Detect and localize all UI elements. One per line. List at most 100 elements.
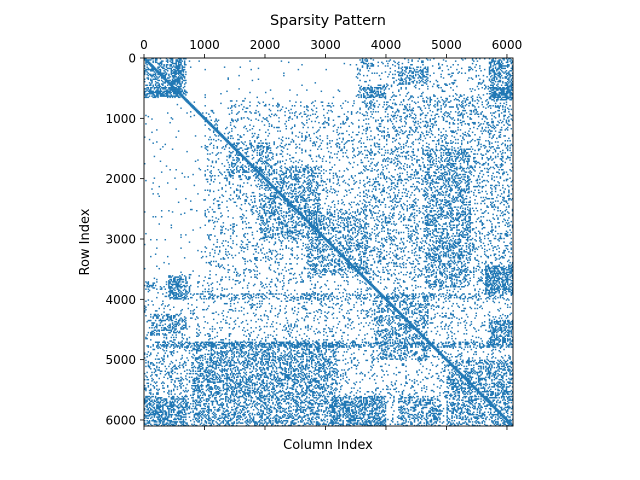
nonzero-marker xyxy=(477,86,478,87)
nonzero-marker xyxy=(497,156,498,157)
nonzero-marker xyxy=(364,170,365,171)
nonzero-marker xyxy=(284,111,285,112)
nonzero-marker xyxy=(301,116,302,117)
nonzero-marker xyxy=(392,153,393,154)
nonzero-marker xyxy=(282,106,283,107)
nonzero-marker xyxy=(457,120,458,121)
nonzero-marker xyxy=(215,140,216,141)
nonzero-marker xyxy=(479,179,480,180)
nonzero-marker xyxy=(358,97,359,98)
nonzero-marker xyxy=(449,83,450,84)
nonzero-marker xyxy=(159,80,160,81)
nonzero-marker xyxy=(342,181,343,182)
nonzero-marker xyxy=(425,107,426,108)
nonzero-marker xyxy=(260,146,261,147)
nonzero-marker xyxy=(211,180,212,181)
nonzero-marker xyxy=(405,71,406,72)
nonzero-marker xyxy=(345,152,346,153)
nonzero-marker xyxy=(391,97,392,98)
nonzero-marker xyxy=(373,65,374,66)
nonzero-marker xyxy=(304,174,305,175)
nonzero-marker xyxy=(404,74,405,75)
nonzero-marker xyxy=(329,181,330,182)
nonzero-marker xyxy=(501,122,502,123)
nonzero-marker xyxy=(491,138,492,139)
nonzero-marker xyxy=(357,69,358,70)
nonzero-marker xyxy=(351,136,352,137)
nonzero-marker xyxy=(405,123,406,124)
nonzero-marker xyxy=(472,88,473,89)
nonzero-marker xyxy=(365,123,366,124)
nonzero-marker xyxy=(321,177,322,178)
nonzero-marker xyxy=(387,76,388,77)
nonzero-marker xyxy=(342,139,343,140)
nonzero-marker xyxy=(289,89,290,90)
nonzero-marker xyxy=(292,105,293,106)
nonzero-marker xyxy=(393,151,394,152)
nonzero-marker xyxy=(154,177,155,178)
nonzero-marker xyxy=(364,157,365,158)
nonzero-marker xyxy=(425,167,426,168)
nonzero-marker xyxy=(371,185,372,186)
nonzero-marker xyxy=(232,175,233,176)
nonzero-marker xyxy=(204,69,205,70)
nonzero-marker xyxy=(384,155,385,156)
nonzero-marker xyxy=(264,182,265,183)
nonzero-marker xyxy=(444,187,445,188)
nonzero-marker xyxy=(213,167,214,168)
nonzero-marker xyxy=(365,98,366,99)
nonzero-marker xyxy=(434,136,435,137)
nonzero-marker xyxy=(373,179,374,180)
nonzero-marker xyxy=(449,101,450,102)
nonzero-marker xyxy=(390,190,391,191)
nonzero-marker xyxy=(405,88,406,89)
nonzero-marker xyxy=(229,183,230,184)
nonzero-marker xyxy=(368,109,369,110)
nonzero-marker xyxy=(332,167,333,168)
nonzero-marker xyxy=(220,140,221,141)
nonzero-marker xyxy=(333,177,334,178)
nonzero-marker xyxy=(422,121,423,122)
nonzero-marker xyxy=(430,101,431,102)
nonzero-marker xyxy=(472,148,473,149)
nonzero-marker xyxy=(469,88,470,89)
nonzero-marker xyxy=(461,144,462,145)
nonzero-marker xyxy=(425,138,426,139)
nonzero-marker xyxy=(388,158,389,159)
nonzero-marker xyxy=(444,106,445,107)
nonzero-marker xyxy=(402,130,403,131)
nonzero-marker xyxy=(399,144,400,145)
nonzero-marker xyxy=(186,151,187,152)
nonzero-marker xyxy=(211,165,212,166)
nonzero-marker xyxy=(387,128,388,129)
nonzero-marker xyxy=(300,187,301,188)
nonzero-marker xyxy=(410,68,411,69)
nonzero-marker xyxy=(408,72,409,73)
nonzero-marker xyxy=(327,138,328,139)
nonzero-marker xyxy=(420,139,421,140)
nonzero-marker xyxy=(394,188,395,189)
nonzero-marker xyxy=(501,112,502,113)
nonzero-marker xyxy=(321,181,322,182)
nonzero-marker xyxy=(213,145,214,146)
nonzero-marker xyxy=(483,130,484,131)
nonzero-marker xyxy=(483,123,484,124)
nonzero-marker xyxy=(236,121,237,122)
nonzero-marker xyxy=(430,136,431,137)
nonzero-marker xyxy=(355,156,356,157)
nonzero-marker xyxy=(321,142,322,143)
nonzero-marker xyxy=(298,174,299,175)
nonzero-marker xyxy=(339,185,340,186)
nonzero-marker xyxy=(265,169,266,170)
nonzero-marker xyxy=(208,159,209,160)
nonzero-marker xyxy=(387,187,388,188)
nonzero-marker xyxy=(509,177,510,178)
nonzero-marker xyxy=(300,177,301,178)
nonzero-marker xyxy=(375,186,376,187)
nonzero-marker xyxy=(465,176,466,177)
nonzero-marker xyxy=(503,116,504,117)
nonzero-marker xyxy=(275,183,276,184)
nonzero-marker xyxy=(455,151,456,152)
nonzero-marker xyxy=(387,132,388,133)
nonzero-marker xyxy=(400,101,401,102)
